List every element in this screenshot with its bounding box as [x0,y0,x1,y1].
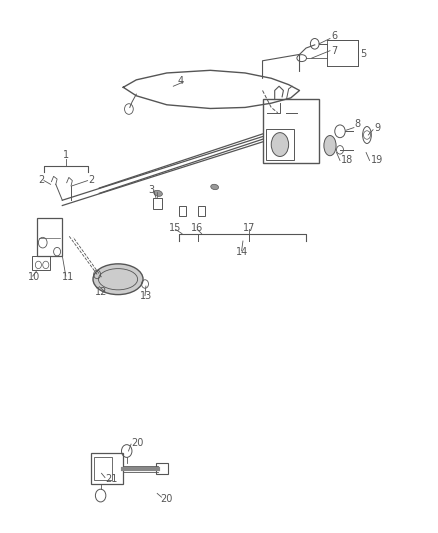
Bar [153,198,162,209]
Text: 10: 10 [28,272,40,282]
Text: 8: 8 [355,119,361,130]
Text: 9: 9 [374,123,380,133]
Text: 3: 3 [148,184,155,195]
Bar [179,206,186,216]
Bar [262,100,319,163]
Text: 15: 15 [170,223,182,233]
Bar [32,256,50,270]
Ellipse shape [271,133,289,157]
Text: 19: 19 [371,156,383,165]
Bar [156,463,168,474]
Bar [37,217,62,256]
Text: 2: 2 [38,174,44,184]
Text: 7: 7 [331,46,338,56]
Ellipse shape [93,264,143,295]
Ellipse shape [154,190,162,196]
Text: 11: 11 [62,272,74,282]
Bar [198,206,205,216]
Text: 13: 13 [140,290,152,301]
Bar [91,453,123,484]
Text: 6: 6 [331,31,337,42]
Bar [94,457,112,480]
Text: 20: 20 [160,494,173,504]
Text: 2: 2 [88,174,95,184]
Bar [266,128,294,160]
Text: 18: 18 [341,156,353,165]
Text: 12: 12 [95,287,108,297]
Text: 20: 20 [131,438,144,448]
Text: 16: 16 [191,223,203,233]
Text: 14: 14 [236,247,248,257]
Text: 4: 4 [178,76,184,86]
Ellipse shape [324,135,336,156]
Text: 5: 5 [360,50,367,59]
Text: 17: 17 [243,223,256,233]
Ellipse shape [211,184,219,190]
Text: 1: 1 [63,150,69,160]
Text: 21: 21 [105,474,117,483]
